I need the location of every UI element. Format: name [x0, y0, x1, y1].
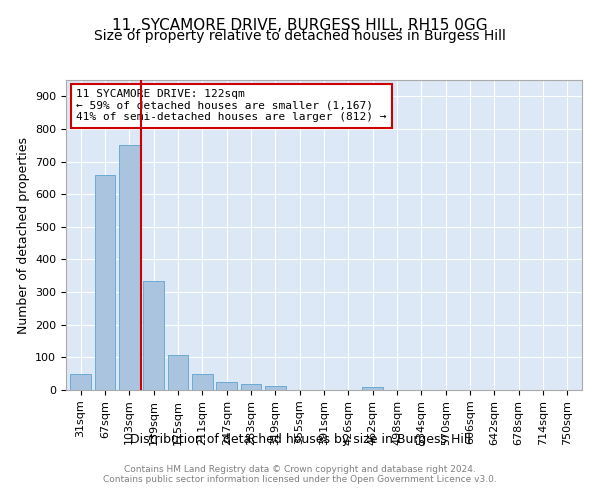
Y-axis label: Number of detached properties: Number of detached properties [17, 136, 29, 334]
Bar [192, 374, 212, 390]
Bar [362, 386, 383, 390]
Bar [143, 280, 164, 390]
Text: Distribution of detached houses by size in Burgess Hill: Distribution of detached houses by size … [130, 432, 470, 446]
Bar [241, 384, 262, 390]
Text: Size of property relative to detached houses in Burgess Hill: Size of property relative to detached ho… [94, 29, 506, 43]
Bar [119, 146, 140, 390]
Bar [70, 374, 91, 390]
Text: 11 SYCAMORE DRIVE: 122sqm
← 59% of detached houses are smaller (1,167)
41% of se: 11 SYCAMORE DRIVE: 122sqm ← 59% of detac… [76, 90, 387, 122]
Bar [265, 386, 286, 390]
Bar [167, 355, 188, 390]
Text: Contains HM Land Registry data © Crown copyright and database right 2024.
Contai: Contains HM Land Registry data © Crown c… [103, 465, 497, 484]
Text: 11, SYCAMORE DRIVE, BURGESS HILL, RH15 0GG: 11, SYCAMORE DRIVE, BURGESS HILL, RH15 0… [112, 18, 488, 32]
Bar [95, 174, 115, 390]
Bar [216, 382, 237, 390]
